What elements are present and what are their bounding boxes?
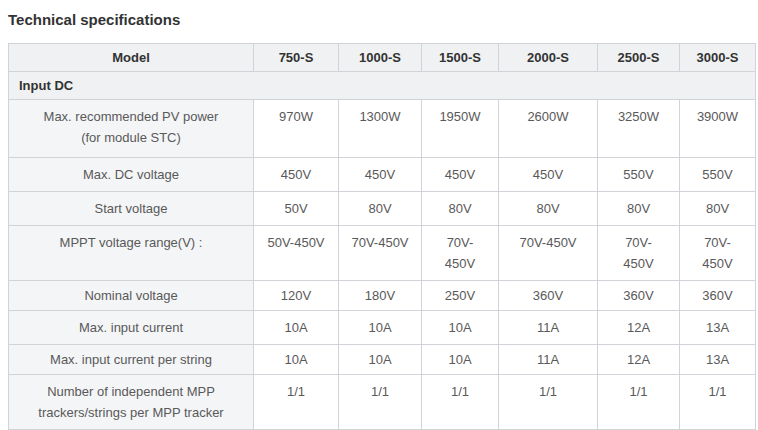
cell-value: 10A — [422, 311, 499, 345]
table-header-row: Model 750-S 1000-S 1500-S 2000-S 2500-S … — [9, 44, 756, 72]
cell-value: 10A — [339, 345, 422, 375]
cell-value: 50V-450V — [254, 226, 339, 281]
cell-value: 70V-450V — [499, 226, 598, 281]
cell-value: 970W — [254, 100, 339, 158]
cell-value: 1/1 — [499, 375, 598, 430]
cell-value: 70V- 450V — [598, 226, 680, 281]
cell-value: 450V — [499, 158, 598, 192]
column-header-1000s: 1000-S — [339, 44, 422, 72]
cell-value: 11A — [499, 311, 598, 345]
column-header-1500s: 1500-S — [422, 44, 499, 72]
cell-value: 50V — [254, 192, 339, 226]
cell-value: 10A — [254, 311, 339, 345]
row-label-max-input-current: Max. input current — [9, 311, 254, 345]
cell-value: 70V- 450V — [422, 226, 499, 281]
table-row-nominal-voltage: Nominal voltage 120V 180V 250V 360V 360V… — [9, 281, 756, 311]
cell-value: 1/1 — [254, 375, 339, 430]
specs-table: Model 750-S 1000-S 1500-S 2000-S 2500-S … — [8, 43, 756, 430]
table-row-max-input-current: Max. input current 10A 10A 10A 11A 12A 1… — [9, 311, 756, 345]
cell-value: 180V — [339, 281, 422, 311]
row-label-nominal-voltage: Nominal voltage — [9, 281, 254, 311]
cell-value: 360V — [598, 281, 680, 311]
cell-value: 13A — [680, 311, 756, 345]
cell-value: 12A — [598, 345, 680, 375]
cell-value: 250V — [422, 281, 499, 311]
column-header-model: Model — [9, 44, 254, 72]
spec-page: Technical specifications Model 750-S 100… — [0, 0, 758, 430]
cell-value: 1/1 — [680, 375, 756, 430]
table-row-pv-power: Max. recommended PV power (for module ST… — [9, 100, 756, 158]
cell-value: 70V- 450V — [680, 226, 756, 281]
cell-value: 10A — [339, 311, 422, 345]
cell-value: 80V — [422, 192, 499, 226]
row-label-current-per-string: Max. input current per string — [9, 345, 254, 375]
table-row-current-per-string: Max. input current per string 10A 10A 10… — [9, 345, 756, 375]
cell-value: 450V — [339, 158, 422, 192]
cell-value: 80V — [499, 192, 598, 226]
cell-value: 80V — [339, 192, 422, 226]
cell-value: 12A — [598, 311, 680, 345]
cell-value: 1/1 — [422, 375, 499, 430]
column-header-3000s: 3000-S — [680, 44, 756, 72]
cell-value: 1950W — [422, 100, 499, 158]
cell-value: 1/1 — [598, 375, 680, 430]
column-header-2500s: 2500-S — [598, 44, 680, 72]
cell-value: 450V — [254, 158, 339, 192]
row-label-mppt-range: MPPT voltage range(V) : — [9, 226, 254, 281]
table-row-start-voltage: Start voltage 50V 80V 80V 80V 80V 80V — [9, 192, 756, 226]
cell-value: 1/1 — [339, 375, 422, 430]
cell-value: 450V — [422, 158, 499, 192]
cell-value: 70V-450V — [339, 226, 422, 281]
row-label-pv-power: Max. recommended PV power (for module ST… — [9, 100, 254, 158]
cell-value: 550V — [680, 158, 756, 192]
section-row-input-dc: Input DC — [9, 72, 756, 100]
column-header-2000s: 2000-S — [499, 44, 598, 72]
cell-value: 120V — [254, 281, 339, 311]
cell-value: 10A — [254, 345, 339, 375]
cell-value: 13A — [680, 345, 756, 375]
cell-value: 80V — [598, 192, 680, 226]
cell-value: 3250W — [598, 100, 680, 158]
page-title: Technical specifications — [8, 11, 758, 29]
cell-value: 360V — [499, 281, 598, 311]
cell-value: 80V — [680, 192, 756, 226]
row-label-max-dc-voltage: Max. DC voltage — [9, 158, 254, 192]
cell-value: 3900W — [680, 100, 756, 158]
table-row-mpp-trackers: Number of independent MPP trackers/strin… — [9, 375, 756, 430]
cell-value: 10A — [422, 345, 499, 375]
section-label-input-dc: Input DC — [9, 72, 756, 100]
table-row-max-dc-voltage: Max. DC voltage 450V 450V 450V 450V 550V… — [9, 158, 756, 192]
table-row-mppt-range: MPPT voltage range(V) : 50V-450V 70V-450… — [9, 226, 756, 281]
column-header-750s: 750-S — [254, 44, 339, 72]
cell-value: 1300W — [339, 100, 422, 158]
cell-value: 11A — [499, 345, 598, 375]
cell-value: 2600W — [499, 100, 598, 158]
row-label-mpp-trackers: Number of independent MPP trackers/strin… — [9, 375, 254, 430]
row-label-start-voltage: Start voltage — [9, 192, 254, 226]
cell-value: 360V — [680, 281, 756, 311]
cell-value: 550V — [598, 158, 680, 192]
